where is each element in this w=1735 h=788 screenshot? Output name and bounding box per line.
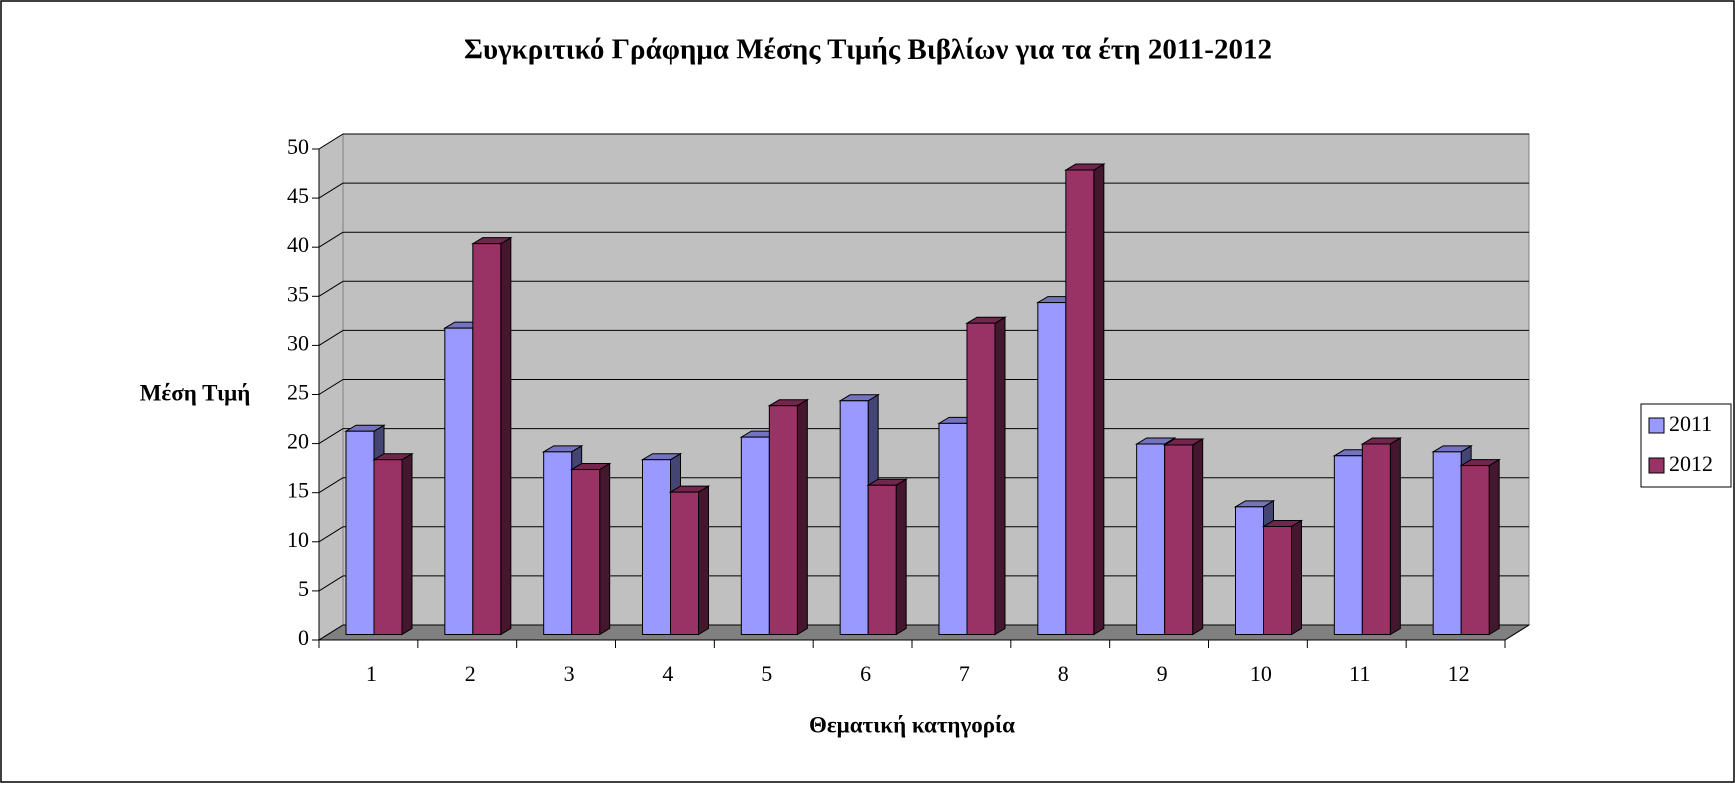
grid-line [318,280,344,297]
x-axis-label: Θεματική κατηγορία [809,712,1015,737]
x-tick-label: 7 [959,661,970,686]
y-tick-label: 40 [287,232,309,257]
bar [1333,455,1363,635]
x-tick-label: 8 [1058,661,1069,686]
x-tick-label: 1 [366,661,377,686]
y-tick-label: 15 [287,478,309,503]
bar-side [500,236,512,636]
bar [1164,444,1194,635]
bar [768,405,798,635]
y-tick-label: 20 [287,429,309,454]
y-tick-label: 0 [298,625,309,650]
y-tick-label: 30 [287,330,309,355]
grid-line [318,379,344,395]
bar [373,459,403,636]
bar [1263,525,1292,635]
x-tick-label: 11 [1349,661,1370,686]
y-tick-label: 45 [287,183,309,208]
grid-line [318,575,344,592]
bar [1235,506,1264,635]
bar [444,327,474,635]
grid-line [318,526,344,543]
bar-side [1291,519,1302,636]
grid-line [318,428,344,445]
bar [1361,443,1391,635]
grid-line [318,182,344,199]
legend-swatch [1648,457,1665,474]
bar [867,484,897,635]
bar-side [1389,437,1401,636]
grid-line [318,329,344,346]
bar [938,422,968,635]
bar-side [1488,458,1500,636]
bar-side [1192,438,1204,636]
x-axis-end [1504,624,1530,641]
bar-side [895,478,907,636]
x-tick-label: 2 [465,661,476,686]
bar-side [698,485,709,636]
bar [740,436,770,636]
y-tick-label: 10 [287,527,309,552]
x-tick-label: 4 [662,661,673,686]
chart-title: Συγκριτικό Γράφημα Μέσης Τιμής Βιβλίων γ… [464,34,1272,66]
bar-side [1093,163,1105,636]
bar [543,451,573,635]
y-tick-label: 35 [287,281,309,306]
bar-side [994,316,1006,636]
grid-line [318,133,344,150]
legend-swatch [1648,417,1665,434]
x-tick-label: 12 [1448,661,1470,686]
bar-side [599,462,611,636]
grid-line [318,624,344,641]
bar [571,469,601,635]
bar [966,322,996,635]
legend-label: 2011 [1669,411,1712,436]
legend-label: 2012 [1669,451,1713,476]
x-tick-label: 6 [860,661,871,686]
x-tick-label: 10 [1250,661,1272,686]
y-axis-label: Μέση Τιμή [140,380,251,405]
x-tick-label: 5 [761,661,772,686]
bar [1460,465,1490,636]
y-tick-label: 25 [287,380,309,405]
bar [670,491,699,635]
bar [642,459,671,636]
grid-line [318,477,344,494]
x-tick-label: 9 [1157,661,1168,686]
y-tick-label: 5 [298,576,309,601]
bar-side [796,398,808,636]
bar [472,243,502,635]
bar-side [401,452,413,636]
bar [1432,451,1462,635]
bar [1065,169,1095,635]
bar [839,400,869,635]
bar [1136,443,1166,635]
y-tick-label: 50 [287,134,309,159]
bar [345,430,375,636]
x-tick-label: 3 [564,661,575,686]
bar [1037,302,1067,635]
grid-line [318,231,344,248]
